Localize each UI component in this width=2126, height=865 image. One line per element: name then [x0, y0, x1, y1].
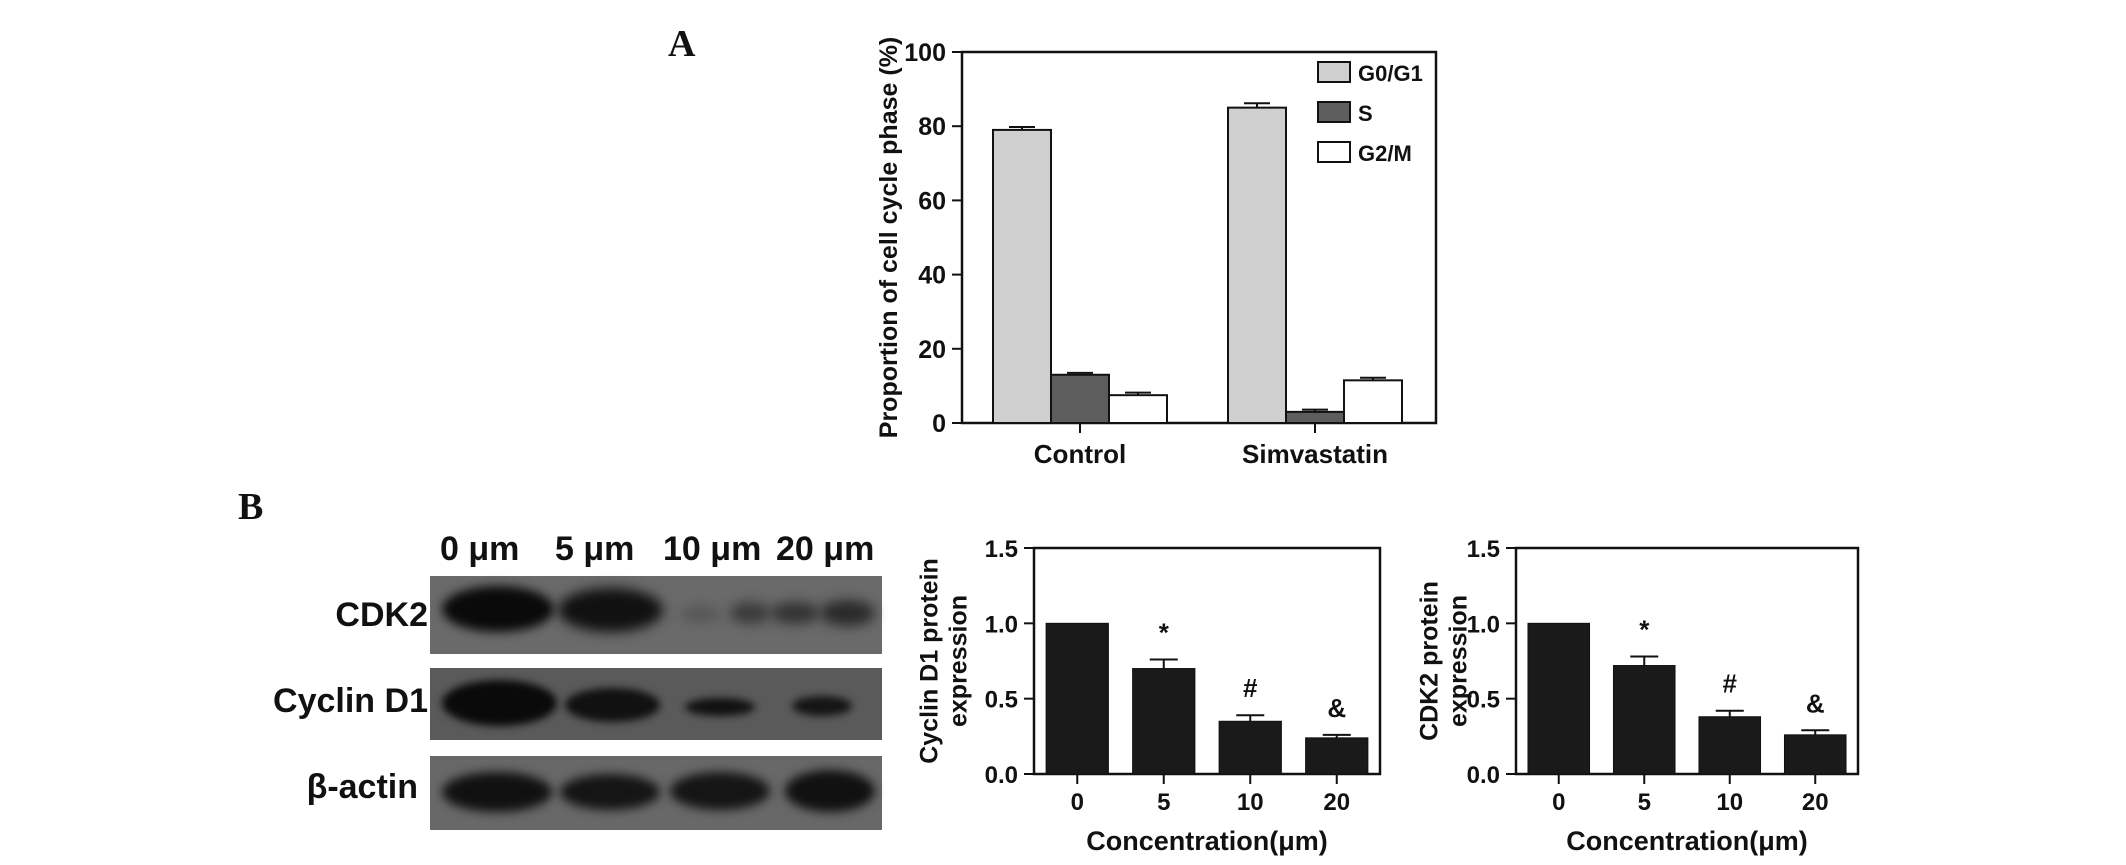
legend-label: G2/M — [1358, 141, 1412, 166]
y-tick-label: 40 — [918, 262, 946, 290]
y-axis-label: Cyclin D1 proteinexpression — [916, 558, 973, 764]
x-tick-label: Control — [1034, 439, 1126, 469]
y-axis-label: CDK2 proteinexpression — [1416, 581, 1473, 741]
lane-label-5: 5 μm — [555, 530, 635, 568]
lane-label-10: 10 μm — [663, 530, 762, 568]
y-tick-label: 0 — [932, 410, 946, 438]
lane-label-20: 20 μm — [776, 530, 875, 568]
panel-a-label: A — [668, 23, 696, 65]
x-tick-label: 0 — [1071, 789, 1084, 816]
x-tick-label: 20 — [1802, 789, 1829, 816]
blot-row-label-cdk2: CDK2 — [335, 596, 428, 634]
y-tick-label: 100 — [904, 39, 946, 67]
significance-mark: * — [1639, 614, 1650, 644]
x-tick-label: 5 — [1157, 789, 1170, 816]
bar-0 — [1527, 622, 1591, 775]
significance-mark: * — [1159, 617, 1170, 647]
x-tick-label: 10 — [1716, 789, 1743, 816]
y-tick-label: 0.5 — [1467, 687, 1500, 714]
y-tick-label: 1.5 — [1467, 536, 1500, 563]
y-tick-label: 1.5 — [985, 536, 1018, 563]
significance-mark: & — [1327, 693, 1346, 723]
plot-frame — [1514, 546, 1860, 776]
bar-10 — [1698, 716, 1762, 775]
blot-row-label-cyclin-d1: Cyclin D1 — [273, 682, 428, 720]
x-tick-label: 5 — [1638, 789, 1651, 816]
blot-strip-cdk2 — [430, 576, 882, 654]
panel-b-label: B — [238, 486, 264, 528]
bar-5 — [1132, 668, 1196, 775]
legend-label: G0/G1 — [1358, 61, 1423, 86]
y-axis-label: Proportion of cell cycle phase (%) — [875, 37, 903, 438]
x-axis-label: Concentration(μm) — [1566, 826, 1808, 856]
x-tick-label: Simvastatin — [1242, 439, 1388, 469]
bar-10 — [1218, 720, 1282, 775]
x-tick-label: 0 — [1552, 789, 1565, 816]
blot-strip-beta-actin — [430, 756, 882, 830]
significance-mark: # — [1723, 669, 1738, 699]
y-tick-label: 1.0 — [985, 611, 1018, 638]
lane-label-0: 0 μm — [440, 530, 520, 568]
bar-g2-m-simvastatin — [1343, 379, 1403, 424]
y-tick-label: 0.0 — [1467, 762, 1500, 789]
bar-5 — [1612, 665, 1676, 775]
blot-strip-cyclin-d1 — [430, 668, 882, 740]
blot-row-label-beta-actin: β-actin — [306, 768, 418, 806]
y-tick-label: 1.0 — [1467, 611, 1500, 638]
y-tick-label: 60 — [918, 187, 946, 215]
bar-20 — [1783, 734, 1847, 775]
x-tick-label: 20 — [1323, 789, 1350, 816]
y-tick-label: 0.0 — [985, 762, 1018, 789]
y-tick-label: 20 — [918, 336, 946, 364]
significance-mark: & — [1806, 688, 1825, 718]
legend-swatch — [1317, 61, 1351, 83]
y-tick-label: 80 — [918, 113, 946, 141]
x-axis-label: Concentration(μm) — [1086, 826, 1328, 856]
legend-swatch — [1317, 141, 1351, 163]
significance-mark: # — [1243, 673, 1258, 703]
legend-label: S — [1358, 101, 1373, 126]
x-tick-label: 10 — [1237, 789, 1264, 816]
y-tick-label: 0.5 — [985, 687, 1018, 714]
plot-frame — [1032, 546, 1382, 776]
legend-swatch — [1317, 101, 1351, 123]
bar-g0-g1-simvastatin — [1227, 106, 1287, 425]
plot-frame — [960, 50, 1438, 425]
